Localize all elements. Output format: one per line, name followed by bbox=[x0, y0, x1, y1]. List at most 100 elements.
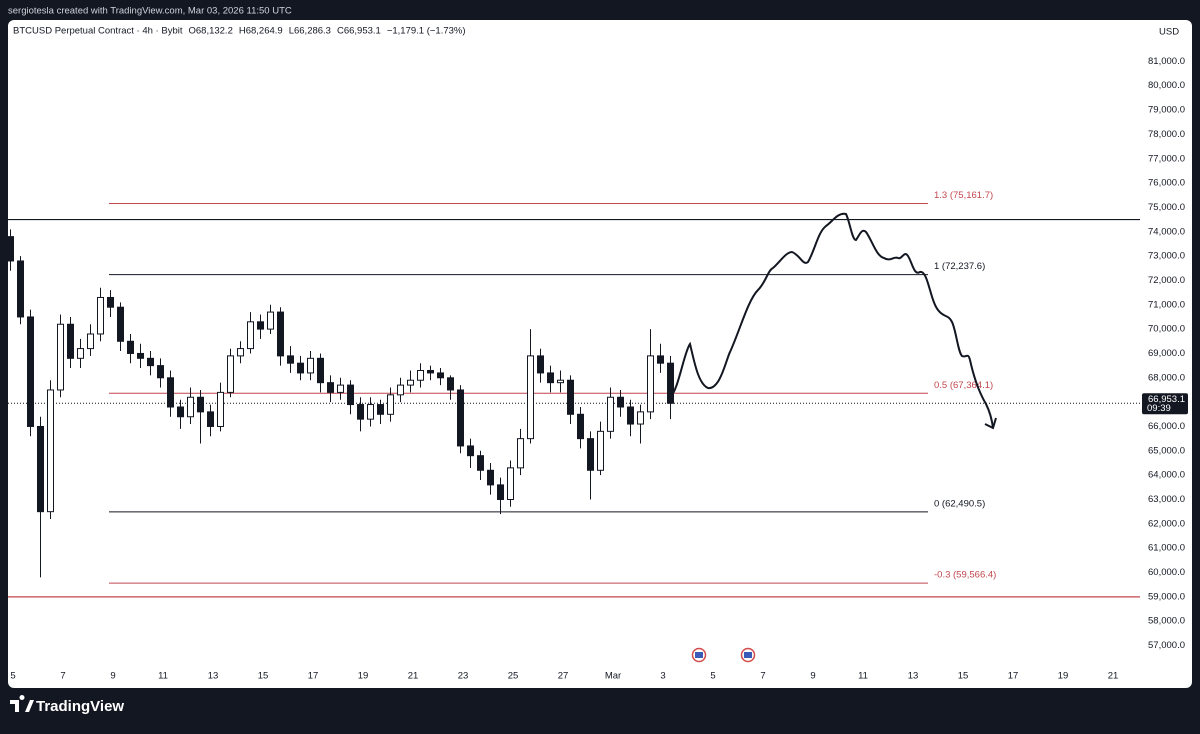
candle-body bbox=[567, 379, 574, 415]
candle-body bbox=[137, 352, 144, 359]
fib-label: 0.5 (67,364.1) bbox=[934, 380, 993, 391]
candle-body bbox=[127, 340, 134, 354]
candle-body bbox=[107, 296, 114, 308]
y-tick-label: 73,000.0 bbox=[1148, 251, 1185, 262]
x-tick-label: 11 bbox=[858, 671, 868, 682]
symbol: BTCUSD Perpetual Contract · 4h · Bybit bbox=[13, 26, 183, 37]
brand: TradingView bbox=[10, 695, 124, 715]
y-tick-label: 68,000.0 bbox=[1148, 372, 1185, 383]
y-tick-label: 78,000.0 bbox=[1148, 129, 1185, 140]
candle-body bbox=[327, 382, 334, 393]
x-tick-label: 15 bbox=[258, 671, 269, 682]
x-tick-label: 13 bbox=[908, 671, 919, 682]
legend-value: −1,179.1 (−1.73%) bbox=[387, 26, 466, 37]
candle-body bbox=[257, 321, 264, 330]
x-tick-label: 27 bbox=[558, 671, 569, 682]
y-tick-label: 62,000.0 bbox=[1148, 518, 1185, 529]
candle-body bbox=[497, 484, 504, 500]
y-tick-label: 63,000.0 bbox=[1148, 494, 1185, 505]
candle-body bbox=[537, 355, 544, 374]
candle-body bbox=[357, 404, 364, 420]
y-tick-label: 60,000.0 bbox=[1148, 567, 1185, 578]
x-tick-label: 9 bbox=[110, 671, 115, 682]
last-price-label: 66,953.1 bbox=[1148, 394, 1185, 405]
brand-name: TradingView bbox=[36, 698, 124, 715]
credit: sergiotesla created with TradingView.com… bbox=[8, 6, 292, 17]
candle-body bbox=[87, 333, 94, 350]
event-icons bbox=[691, 647, 756, 663]
candle-body bbox=[57, 323, 64, 391]
x-tick-label: 9 bbox=[810, 671, 815, 682]
x-tick-label: 21 bbox=[1108, 671, 1119, 682]
candle-body bbox=[457, 389, 464, 447]
candle-body bbox=[547, 372, 554, 384]
event-flag bbox=[695, 652, 703, 658]
x-tick-label: 5 bbox=[10, 671, 15, 682]
fib-label: 1.3 (75,161.7) bbox=[934, 190, 993, 201]
candle-body bbox=[597, 430, 604, 471]
fib-label: 0 (62,490.5) bbox=[934, 498, 985, 509]
y-tick-label: 64,000.0 bbox=[1148, 470, 1185, 481]
y-tick-label: 61,000.0 bbox=[1148, 543, 1185, 554]
x-tick-label: 19 bbox=[358, 671, 369, 682]
x-tick-label: Mar bbox=[605, 671, 621, 682]
x-tick-label: 13 bbox=[208, 671, 219, 682]
candle-body bbox=[47, 389, 54, 513]
x-tick-label: 3 bbox=[660, 671, 665, 682]
candle-body bbox=[117, 306, 124, 342]
candle-body bbox=[667, 362, 674, 404]
candle-body bbox=[337, 384, 344, 393]
candle-body bbox=[477, 455, 484, 471]
candle-body bbox=[407, 379, 414, 386]
candle-body bbox=[7, 236, 14, 262]
chart-panel bbox=[8, 20, 1192, 688]
candle-body bbox=[157, 365, 164, 379]
candle-body bbox=[527, 355, 534, 440]
y-tick-label: 75,000.0 bbox=[1148, 202, 1185, 213]
x-tick-label: 21 bbox=[408, 671, 419, 682]
brand-logo bbox=[10, 695, 34, 712]
y-tick-label: 81,000.0 bbox=[1148, 56, 1185, 67]
candle-body bbox=[347, 384, 354, 406]
y-tick-label: 69,000.0 bbox=[1148, 348, 1185, 359]
x-tick-label: 15 bbox=[958, 671, 969, 682]
last-price-box bbox=[1142, 393, 1188, 415]
legend-value: C66,953.1 bbox=[337, 26, 381, 37]
y-tick-label: 58,000.0 bbox=[1148, 616, 1185, 627]
candle-body bbox=[307, 357, 314, 374]
candle-body bbox=[267, 311, 274, 330]
x-tick-label: 23 bbox=[458, 671, 469, 682]
candle-body bbox=[97, 296, 104, 335]
projection-arrowhead bbox=[984, 417, 997, 430]
x-tick-label: 11 bbox=[158, 671, 168, 682]
candle-body bbox=[487, 469, 494, 486]
candle-body bbox=[207, 411, 214, 427]
candle-body bbox=[17, 260, 24, 318]
currency: USD bbox=[1159, 27, 1179, 38]
candle-body bbox=[377, 404, 384, 415]
y-tick-label: 70,000.0 bbox=[1148, 324, 1185, 335]
plot: O68,132.2 H68,264.9 L66,286.3 C66,953.1 −1,1… bbox=[7, 26, 1185, 682]
candle-body bbox=[587, 438, 594, 471]
candle-body bbox=[147, 357, 154, 367]
candle-body bbox=[227, 355, 234, 393]
y-tick-label: 76,000.0 bbox=[1148, 178, 1185, 189]
candle-body bbox=[77, 348, 84, 359]
y-tick-label: 79,000.0 bbox=[1148, 105, 1185, 116]
y-tick-label: 66,000.0 bbox=[1148, 421, 1185, 432]
y-tick-label: 65,000.0 bbox=[1148, 445, 1185, 456]
candle-body bbox=[427, 369, 434, 374]
candle-body bbox=[27, 316, 34, 427]
legend-value: O68,132.2 bbox=[188, 26, 232, 37]
top-bar: sergiotesla created with TradingView.com… bbox=[8, 6, 292, 17]
candle-body bbox=[187, 396, 194, 418]
x-tick-label: 17 bbox=[308, 671, 319, 682]
fib-label: -0.3 (59,566.4) bbox=[934, 570, 996, 581]
y-tick-label: 72,000.0 bbox=[1148, 275, 1185, 286]
fib-label: 1 (72,237.6) bbox=[934, 261, 985, 272]
candle-body bbox=[177, 406, 184, 418]
candle-body bbox=[507, 467, 514, 500]
candle-body bbox=[517, 438, 524, 469]
candle-body bbox=[277, 311, 284, 357]
